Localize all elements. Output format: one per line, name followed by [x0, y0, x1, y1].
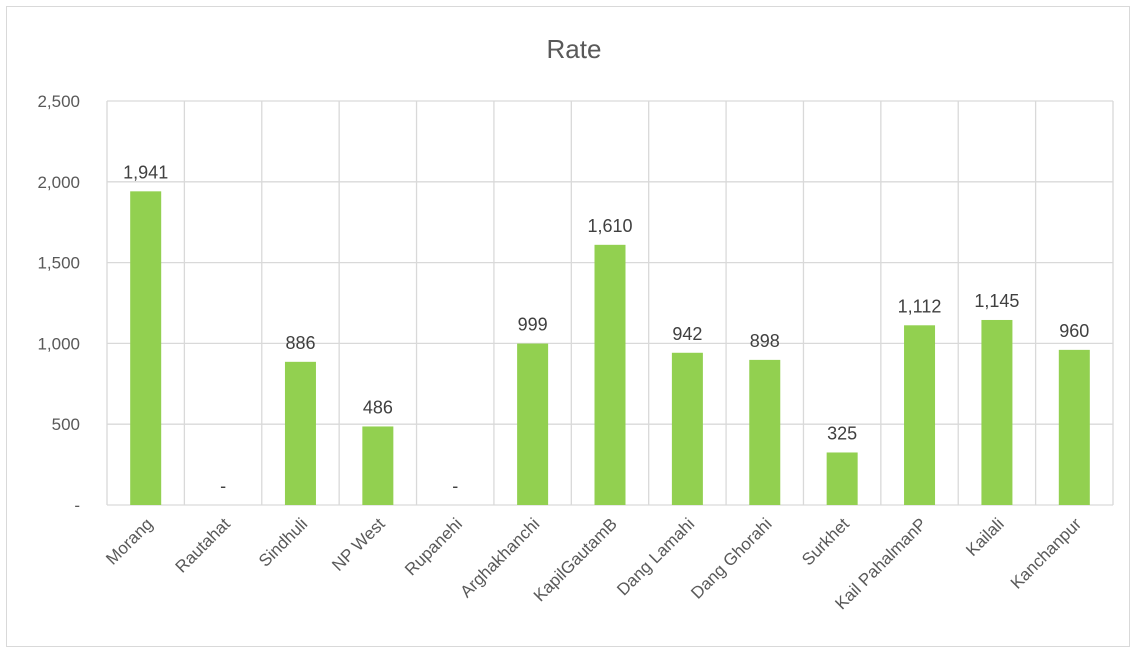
data-label: 960: [1059, 321, 1089, 341]
x-axis-category-labels: Morang Rautahat Sindhuli NP West RupanehiArg…: [102, 514, 1085, 613]
data-label: 999: [518, 315, 548, 335]
gridlines: [106, 100, 1114, 506]
bar: [981, 319, 1013, 505]
x-category-label: Rautahat: [172, 514, 234, 576]
x-category-label: Kanchanpur: [1007, 514, 1086, 593]
data-labels: 1,941 - 886 486 - 999 1,610 942 898 325 1,112 1,145…: [123, 162, 1089, 496]
bar: [671, 352, 703, 505]
y-axis-tick-labels: - 500 1,000 1,500 2,000 2,500: [37, 92, 80, 515]
y-tick-label: 2,000: [37, 173, 80, 192]
bar: [826, 452, 858, 505]
x-category-label: Surkhet: [798, 514, 853, 569]
chart-title: Rate: [547, 34, 602, 64]
y-tick-label: 500: [52, 415, 80, 434]
y-tick-label: -: [74, 496, 80, 515]
data-label: 898: [750, 331, 780, 351]
x-category-label: KapilGautamB: [530, 514, 621, 605]
bar: [904, 325, 936, 505]
bar: [517, 343, 549, 505]
bar: [284, 361, 316, 505]
y-tick-label: 2,500: [37, 92, 80, 111]
bar: [130, 191, 162, 505]
data-label: 1,145: [974, 291, 1019, 311]
y-tick-label: 1,500: [37, 254, 80, 273]
bar: [362, 426, 394, 505]
data-label: 942: [672, 324, 702, 344]
bars: [130, 191, 1090, 505]
data-label: 1,610: [587, 216, 632, 236]
data-label: 1,112: [898, 296, 942, 316]
data-label: 1,941: [123, 162, 168, 182]
x-category-label: Sindhuli: [255, 514, 311, 570]
bar: [749, 359, 781, 505]
x-category-label: Dang Ghorahi: [687, 514, 775, 602]
data-label: 486: [363, 397, 393, 417]
data-label: -: [452, 476, 458, 496]
x-category-label: Kailali: [962, 514, 1008, 560]
data-label: 325: [827, 423, 857, 443]
data-label: -: [220, 476, 226, 496]
y-tick-label: 1,000: [37, 334, 80, 353]
x-category-label: NP West: [328, 514, 389, 575]
bar: [594, 244, 626, 505]
x-category-label: Rupanehi: [401, 514, 466, 579]
chart-area: [6, 6, 1130, 647]
x-category-label: Dang Lamahi: [613, 514, 698, 599]
x-category-label: Arghakhanchi: [456, 514, 543, 601]
x-category-label: Morang: [102, 514, 156, 568]
data-label: 886: [285, 333, 315, 353]
bar: [1058, 349, 1090, 505]
